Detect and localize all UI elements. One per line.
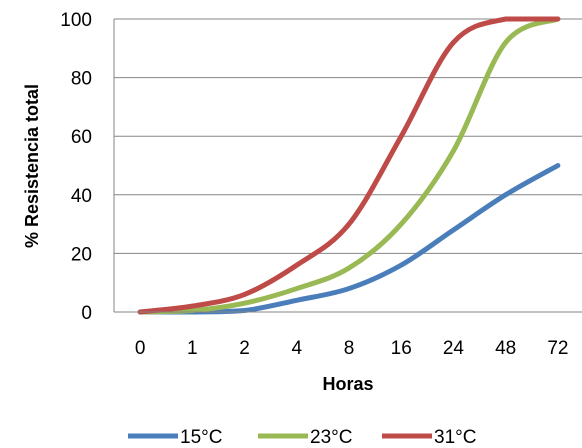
y-tick-label: 0 [81,303,92,324]
x-tick-label: 48 [495,338,516,359]
x-axis-title: Horas [322,374,373,394]
x-tick-label: 0 [135,338,146,359]
series-line-2 [137,16,561,315]
x-tick-label: 8 [344,338,355,359]
legend-label-2: 31°C [434,427,476,448]
x-tick-label: 1 [187,338,198,359]
series-lines [137,16,561,315]
x-tick-label: 24 [443,338,465,359]
legend: 15°C 23°C 31°C [128,427,476,448]
y-tick-label: 20 [71,244,92,265]
series-line-1 [137,16,561,315]
x-tick-labels: 0 1 2 4 8 16 24 48 72 [135,338,569,359]
legend-label-1: 23°C [310,427,352,448]
x-tick-label: 4 [291,338,302,359]
y-axis-title: % Resistencia total [22,84,42,248]
y-tick-label: 80 [71,69,92,90]
x-tick-label: 72 [547,338,568,359]
x-tick-label: 16 [391,338,412,359]
series-line-0 [137,163,561,315]
legend-label-0: 15°C [180,427,222,448]
y-tick-labels: 0 20 40 60 80 100 [60,10,92,324]
gridlines [114,18,582,254]
y-tick-label: 100 [60,10,92,31]
y-tick-label: 60 [71,127,92,148]
y-tick-label: 40 [71,186,92,207]
x-tick-label: 2 [239,338,250,359]
